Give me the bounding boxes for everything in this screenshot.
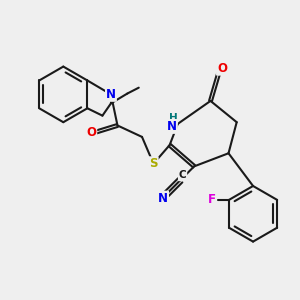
Text: O: O [86,125,96,139]
Text: N: N [167,120,177,133]
Text: H: H [169,113,177,123]
Text: O: O [217,62,227,75]
Text: C: C [179,170,186,180]
Text: F: F [208,194,216,206]
Text: N: N [158,192,168,205]
Text: S: S [149,157,158,170]
Text: N: N [106,88,116,101]
